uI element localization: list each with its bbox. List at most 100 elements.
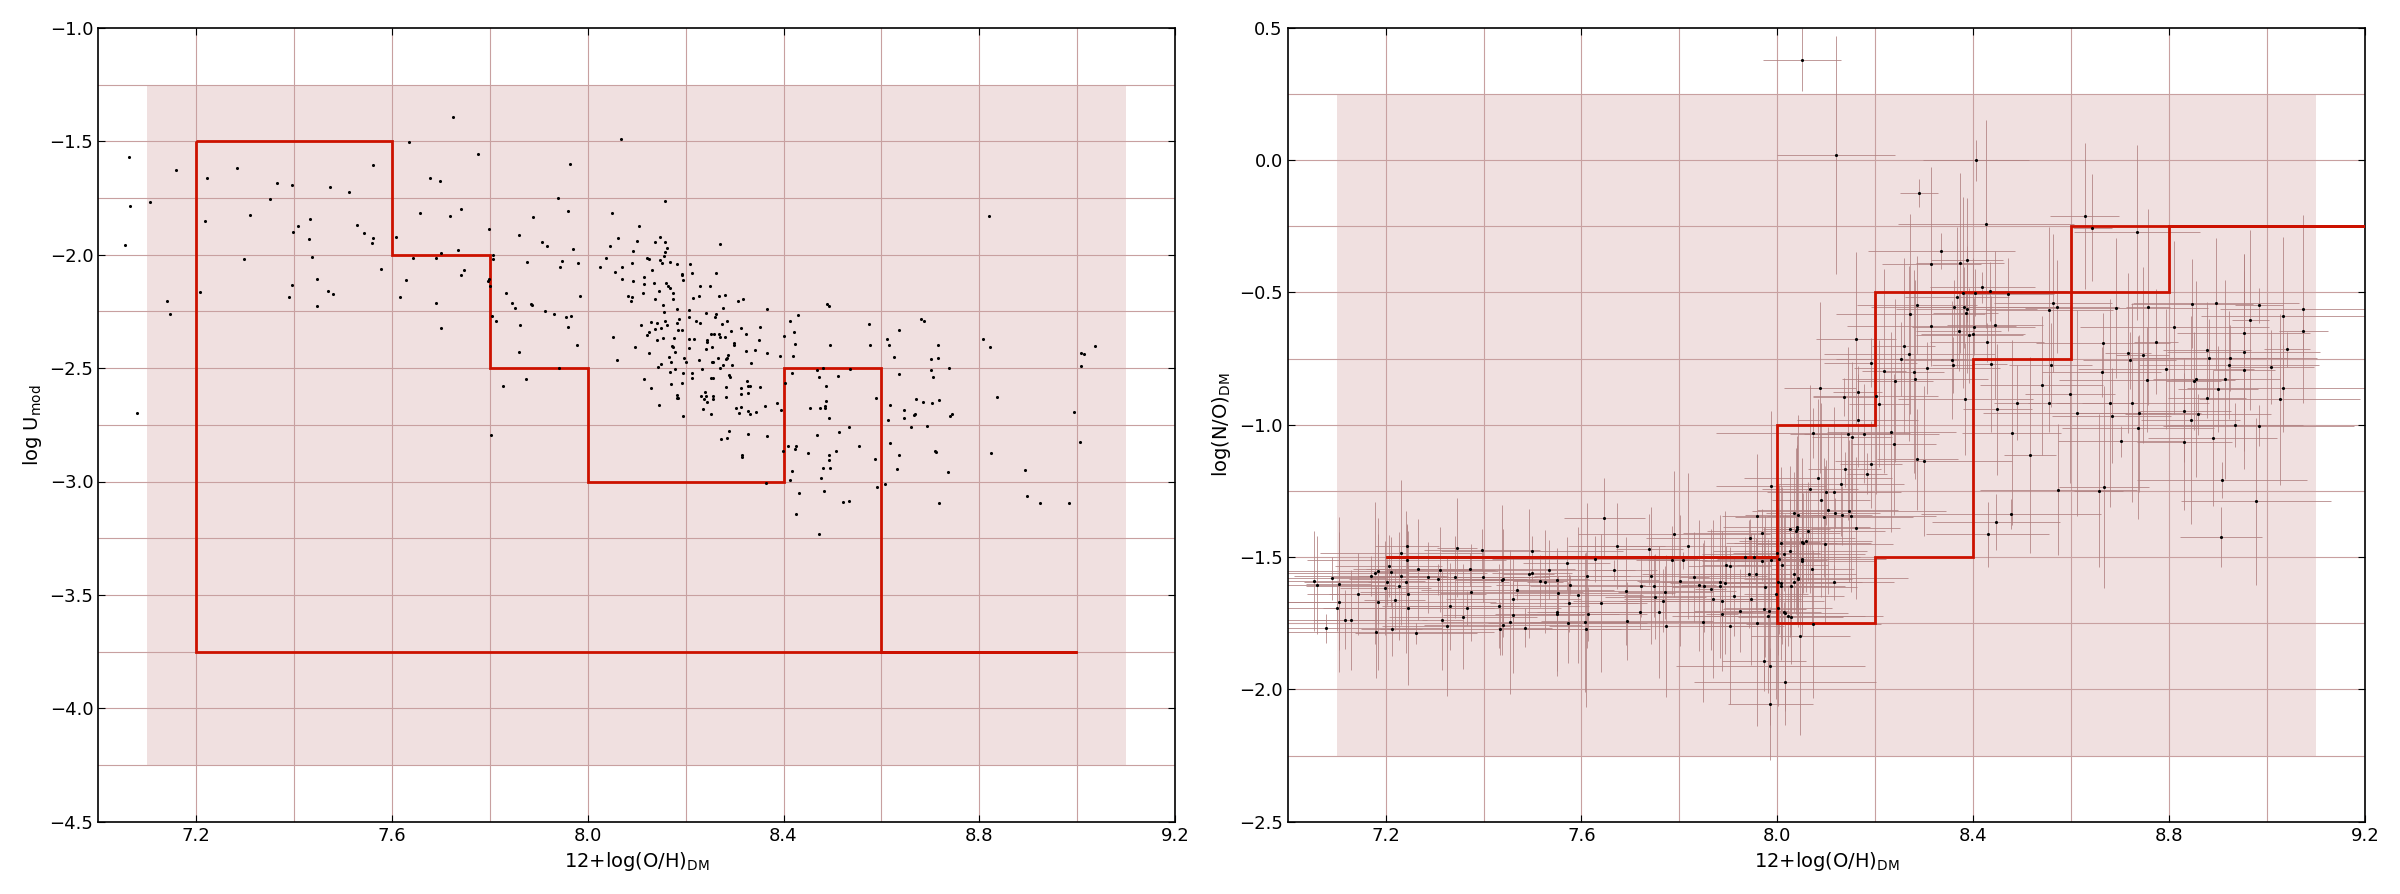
Point bbox=[708, 348, 746, 362]
Point bbox=[684, 402, 722, 417]
Point bbox=[290, 212, 329, 226]
Point bbox=[830, 362, 869, 376]
Point bbox=[118, 406, 156, 420]
Point bbox=[665, 273, 703, 287]
Point bbox=[2078, 484, 2117, 498]
Point bbox=[1913, 319, 1951, 333]
Point bbox=[1452, 585, 1490, 599]
Point bbox=[629, 251, 667, 266]
Point bbox=[1298, 578, 1337, 592]
Point bbox=[1550, 578, 1589, 592]
Point bbox=[2119, 406, 2158, 420]
Point bbox=[718, 401, 756, 415]
Point bbox=[1872, 425, 1910, 439]
Point bbox=[1526, 574, 1565, 588]
Point bbox=[1020, 495, 1058, 510]
Point bbox=[230, 207, 269, 222]
Point bbox=[1946, 306, 1985, 320]
Point bbox=[458, 148, 497, 162]
Point bbox=[1874, 437, 1913, 451]
Point bbox=[1738, 510, 1776, 524]
Point bbox=[1702, 607, 1740, 621]
Point bbox=[353, 236, 391, 250]
Point bbox=[1680, 578, 1718, 593]
Point bbox=[1306, 621, 1344, 636]
Point bbox=[2215, 417, 2254, 432]
Point bbox=[658, 387, 696, 401]
Point bbox=[511, 297, 550, 311]
Point bbox=[674, 291, 713, 305]
Point bbox=[1318, 601, 1356, 615]
Point bbox=[1944, 300, 1982, 315]
Point bbox=[799, 369, 838, 384]
Point bbox=[850, 317, 888, 332]
Point bbox=[1548, 556, 1586, 570]
Point bbox=[650, 365, 689, 379]
Point bbox=[698, 307, 737, 321]
Point bbox=[662, 376, 701, 391]
Point bbox=[694, 355, 732, 369]
Point bbox=[523, 235, 562, 249]
Point bbox=[430, 208, 468, 223]
Point bbox=[2102, 434, 2141, 449]
Point bbox=[1752, 659, 1790, 673]
Point bbox=[770, 314, 809, 328]
Point bbox=[679, 289, 718, 303]
Point bbox=[1764, 559, 1802, 573]
Point bbox=[1824, 390, 1862, 404]
Point bbox=[715, 336, 754, 350]
Point bbox=[274, 178, 312, 192]
Point bbox=[715, 338, 754, 352]
Point bbox=[811, 299, 850, 314]
Point bbox=[1978, 402, 2016, 417]
Point bbox=[730, 379, 768, 393]
Point bbox=[1838, 385, 1877, 400]
Point bbox=[641, 231, 679, 245]
Point bbox=[643, 331, 682, 345]
Point bbox=[1061, 435, 1099, 450]
Point bbox=[655, 362, 694, 376]
Point bbox=[598, 353, 636, 367]
Point bbox=[1884, 339, 1922, 353]
Point bbox=[648, 241, 686, 256]
Point bbox=[1066, 347, 1104, 361]
Point bbox=[1663, 553, 1702, 568]
Point bbox=[581, 259, 619, 274]
Point bbox=[1630, 543, 1668, 557]
Point bbox=[1762, 536, 1800, 550]
Point bbox=[595, 265, 634, 279]
Point bbox=[473, 248, 511, 262]
Point bbox=[1810, 503, 1848, 518]
Point bbox=[612, 294, 650, 308]
Point bbox=[1692, 582, 1730, 596]
Point bbox=[1934, 300, 1973, 315]
Point bbox=[691, 407, 730, 421]
Point bbox=[2114, 395, 2153, 409]
Point bbox=[1438, 541, 1476, 555]
Point bbox=[1865, 364, 1903, 378]
Point bbox=[1822, 477, 1860, 491]
Point bbox=[686, 342, 725, 356]
Point bbox=[2177, 372, 2215, 386]
Point bbox=[1742, 554, 1781, 569]
Point bbox=[554, 241, 593, 256]
Point bbox=[1805, 537, 1843, 552]
Y-axis label: log U$_{\rm mod}$: log U$_{\rm mod}$ bbox=[22, 384, 43, 466]
Point bbox=[1934, 358, 1973, 372]
Point bbox=[1382, 545, 1421, 560]
Point bbox=[811, 448, 850, 462]
Point bbox=[1778, 571, 1817, 586]
Point bbox=[761, 349, 799, 363]
Point bbox=[912, 363, 950, 377]
Point bbox=[912, 351, 950, 366]
Point bbox=[2198, 382, 2237, 396]
Point bbox=[1790, 482, 1829, 496]
Point bbox=[708, 352, 746, 367]
Point bbox=[1793, 562, 1831, 577]
Point bbox=[1637, 589, 1675, 603]
Point bbox=[1800, 381, 1838, 395]
Point bbox=[2225, 325, 2263, 340]
Point bbox=[1939, 324, 1978, 338]
Point bbox=[773, 349, 811, 363]
Point bbox=[602, 272, 641, 286]
